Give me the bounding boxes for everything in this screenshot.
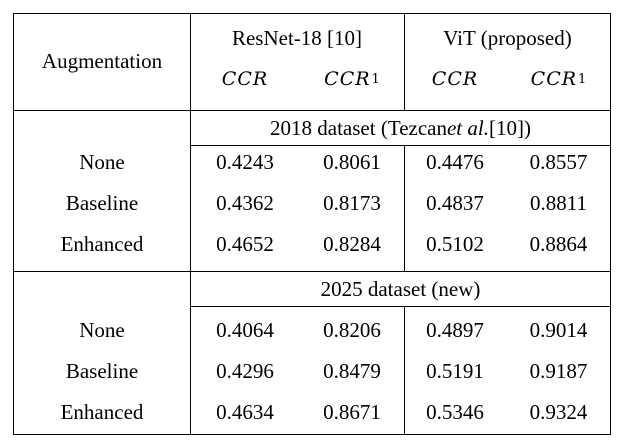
section-title-2025: 2025 dataset (new) — [320, 276, 481, 301]
table-cell: 0.5191 — [426, 358, 484, 383]
table-cell: 0.4634 — [216, 399, 274, 424]
column-divider-vit-2018 — [404, 145, 405, 271]
header-augmentation: Augmentation — [41, 49, 163, 73]
table-cell: 0.4064 — [216, 317, 274, 342]
table-cell: 0.8811 — [530, 190, 587, 215]
table-cell: 0.8061 — [323, 149, 381, 174]
table-cell: 0.9187 — [529, 358, 588, 383]
header-resnet-ccr1: CCR 1 — [324, 67, 380, 90]
table-cell: 0.8864 — [529, 231, 588, 256]
header-rule — [14, 110, 611, 111]
table-cell: 0.8479 — [323, 358, 381, 383]
section-title-rule-2025 — [190, 306, 611, 307]
results-table: Augmentation ResNet-18 [10] ViT (propose… — [13, 13, 611, 435]
table-cell: 0.8173 — [323, 190, 381, 215]
column-divider-vit-header — [404, 14, 405, 110]
table-cell: 0.8557 — [529, 149, 588, 174]
table-cell: 0.9324 — [529, 399, 588, 424]
header-vit-ccr1: CCR 1 — [530, 67, 587, 90]
table-cell: 0.9014 — [529, 317, 588, 342]
column-divider-vit-2025 — [404, 306, 405, 435]
table-cell: 0.8284 — [323, 231, 381, 256]
table-cell: 0.5346 — [426, 399, 484, 424]
section-title-2018: 2018 dataset (Tezcan et al. [10]) — [270, 115, 531, 140]
header-vit-ccr: CCR — [431, 67, 479, 90]
table-cell: 0.4243 — [216, 149, 274, 174]
header-vit: ViT (proposed) — [443, 25, 572, 50]
table-cell: 0.4897 — [426, 317, 484, 342]
table-cell: 0.5102 — [426, 231, 484, 256]
row-label: Baseline — [65, 358, 139, 383]
row-label: Baseline — [65, 190, 139, 215]
row-label: None — [79, 149, 125, 174]
header-resnet18: ResNet-18 [10] — [231, 25, 363, 50]
section-divider-rule — [14, 271, 611, 272]
column-divider-augmentation — [190, 14, 191, 435]
row-label: Enhanced — [60, 399, 144, 424]
table-cell: 0.8206 — [323, 317, 381, 342]
table-cell: 0.4296 — [216, 358, 274, 383]
header-resnet-ccr: CCR — [221, 67, 269, 90]
table-cell: 0.4476 — [426, 149, 484, 174]
table-cell: 0.4837 — [426, 190, 484, 215]
table-cell: 0.8671 — [323, 399, 381, 424]
row-label: None — [79, 317, 125, 342]
table-cell: 0.4362 — [216, 190, 274, 215]
section-title-rule-2018 — [190, 145, 611, 146]
row-label: Enhanced — [60, 231, 144, 256]
table-cell: 0.4652 — [216, 231, 274, 256]
